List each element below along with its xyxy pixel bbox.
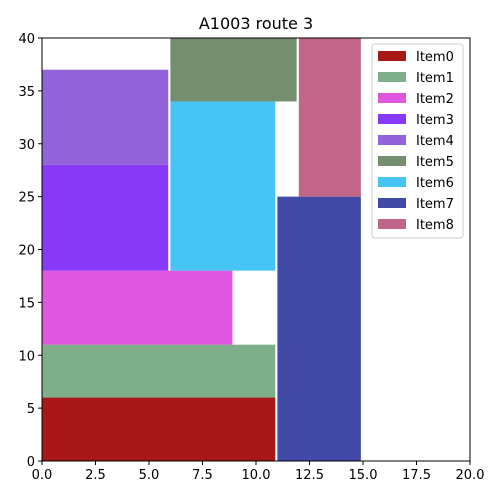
rect-item7: [277, 196, 361, 461]
y-tick-label: 25: [18, 191, 35, 206]
rect-item3: [42, 164, 169, 271]
x-tick-label: 17.5: [402, 468, 431, 483]
legend-label-item0: Item0: [416, 50, 454, 65]
legend-label-item7: Item7: [416, 197, 454, 212]
legend-label-item6: Item6: [416, 176, 454, 191]
x-tick-label: 2.5: [85, 468, 106, 483]
rect-item6: [170, 101, 276, 271]
legend-label-item2: Item2: [416, 92, 454, 107]
rect-item2: [42, 270, 233, 345]
chart-title: A1003 route 3: [199, 14, 313, 33]
y-tick-label: 0: [27, 455, 35, 470]
rect-item5: [170, 38, 297, 102]
rect-item8: [298, 38, 361, 197]
legend-label-item4: Item4: [416, 134, 454, 149]
y-axis: 0 5 10 15 20 25 30 35 40: [18, 32, 42, 470]
legend-label-item8: Item8: [416, 218, 454, 233]
x-tick-label: 7.5: [192, 468, 213, 483]
legend-swatch-item7: [378, 198, 406, 208]
x-tick-label: 12.5: [295, 468, 324, 483]
legend-swatch-item4: [378, 135, 406, 145]
y-tick-label: 20: [18, 244, 35, 259]
y-tick-label: 35: [18, 85, 35, 100]
y-tick-label: 10: [18, 349, 35, 364]
legend-swatch-item5: [378, 156, 406, 166]
legend-swatch-item3: [378, 114, 406, 124]
x-tick-label: 0.0: [32, 468, 53, 483]
packed-rectangles: [42, 38, 361, 461]
y-tick-label: 40: [18, 32, 35, 47]
rect-item1: [42, 344, 276, 398]
legend-swatch-item8: [378, 219, 406, 229]
x-tick-label: 15.0: [349, 468, 378, 483]
x-tick-label: 20.0: [456, 468, 485, 483]
legend-label-item5: Item5: [416, 155, 454, 170]
legend-swatch-item1: [378, 72, 406, 82]
legend-label-item3: Item3: [416, 113, 454, 128]
legend-swatch-item0: [378, 51, 406, 61]
y-tick-label: 5: [27, 402, 35, 417]
legend-label-item1: Item1: [416, 71, 454, 86]
x-axis: 0.0 2.5 5.0 7.5 10.0 12.5 15.0 17.5 20.0: [32, 461, 485, 483]
y-tick-label: 15: [18, 296, 35, 311]
legend-swatch-item6: [378, 177, 406, 187]
y-tick-label: 30: [18, 138, 35, 153]
rect-item4: [42, 69, 169, 165]
legend-swatch-item2: [378, 93, 406, 103]
legend: Item0 Item1 Item2 Item3 Item4 Item5 Item6 Item7…: [371, 43, 464, 239]
x-tick-label: 5.0: [139, 468, 160, 483]
legend-box: [371, 43, 464, 239]
rect-item0: [42, 397, 276, 461]
x-tick-label: 10.0: [242, 468, 271, 483]
